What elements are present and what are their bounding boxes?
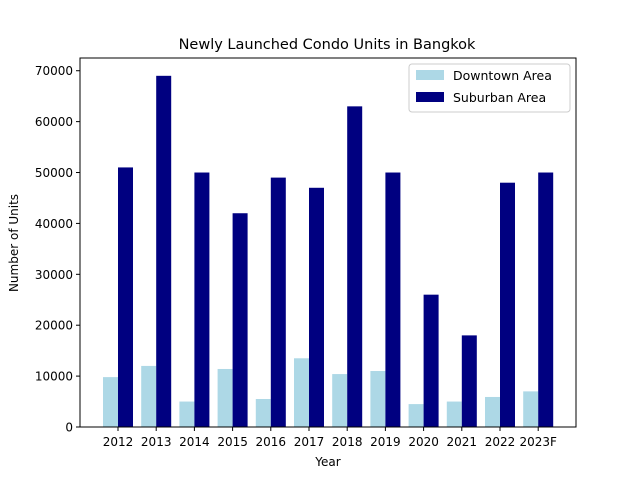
- plot-frame: [79, 57, 577, 428]
- y-tick-label: 20000: [35, 319, 73, 333]
- bar-downtown-2012: [103, 377, 118, 427]
- legend-label-downtown: Downtown Area: [453, 68, 552, 83]
- y-tick-label: 70000: [35, 64, 73, 78]
- y-tick-label: 30000: [35, 268, 73, 282]
- legend-swatch-suburban: [416, 92, 444, 102]
- bar-downtown-2016: [255, 399, 271, 427]
- x-axis-label: Year: [314, 455, 340, 469]
- x-tick-label: 2017: [294, 435, 325, 449]
- x-tick-label: 2013: [141, 435, 172, 449]
- bar-downtown-2021: [446, 401, 462, 427]
- bar-suburban-2020: [423, 294, 439, 427]
- bar-downtown-2014: [179, 401, 195, 427]
- bar-suburban-2014: [194, 172, 210, 427]
- legend: Downtown Area Suburban Area: [408, 63, 571, 113]
- bar-suburban-2012: [118, 167, 133, 427]
- y-axis-label: Number of Units: [7, 194, 21, 292]
- bar-suburban-2017: [309, 187, 324, 427]
- y-tick-label: 10000: [35, 370, 73, 384]
- x-tick-label: 2020: [408, 435, 439, 449]
- x-tick-label: 2012: [103, 435, 134, 449]
- y-tick-label: 60000: [35, 115, 73, 129]
- y-tick-label: 40000: [35, 217, 73, 231]
- bar-suburban-2013: [156, 75, 172, 428]
- x-tick-label: 2023F: [519, 435, 557, 449]
- y-tick-label: 0: [65, 421, 73, 435]
- bar-suburban-2016: [270, 177, 286, 427]
- bar-suburban-2015: [232, 213, 248, 427]
- bar-downtown-2017: [294, 358, 309, 427]
- x-tick-label: 2021: [447, 435, 478, 449]
- x-axis: 2012 2013 2014 2015 2016 2017 2018 2019 2020 2021…: [103, 427, 557, 449]
- x-tick-label: 2015: [217, 435, 248, 449]
- y-axis: 0 10000 20000 30000 40000 50000 60000 70000: [35, 64, 80, 435]
- x-tick-label: 2016: [256, 435, 287, 449]
- bar-suburban-2022: [500, 182, 515, 427]
- bar-suburban-2021: [461, 335, 477, 427]
- bars-group: [103, 75, 554, 428]
- legend-label-suburban: Suburban Area: [453, 90, 546, 105]
- bar-suburban-2023F: [538, 172, 554, 427]
- bar-downtown-2013: [141, 365, 157, 427]
- bar-downtown-2019: [370, 371, 386, 427]
- bar-suburban-2019: [385, 172, 401, 427]
- bar-downtown-2023F: [523, 391, 539, 427]
- chart-title: Newly Launched Condo Units in Bangkok: [179, 37, 476, 53]
- bar-suburban-2018: [347, 106, 363, 428]
- bar-downtown-2018: [332, 374, 348, 427]
- legend-swatch-downtown: [416, 70, 444, 80]
- bar-downtown-2020: [408, 404, 424, 427]
- legend-box: [408, 63, 571, 113]
- x-tick-label: 2022: [485, 435, 516, 449]
- y-tick-label: 50000: [35, 166, 73, 180]
- bar-downtown-2015: [217, 368, 233, 427]
- x-tick-label: 2014: [179, 435, 210, 449]
- x-tick-label: 2018: [332, 435, 363, 449]
- x-tick-label: 2019: [370, 435, 401, 449]
- bar-downtown-2022: [485, 396, 500, 427]
